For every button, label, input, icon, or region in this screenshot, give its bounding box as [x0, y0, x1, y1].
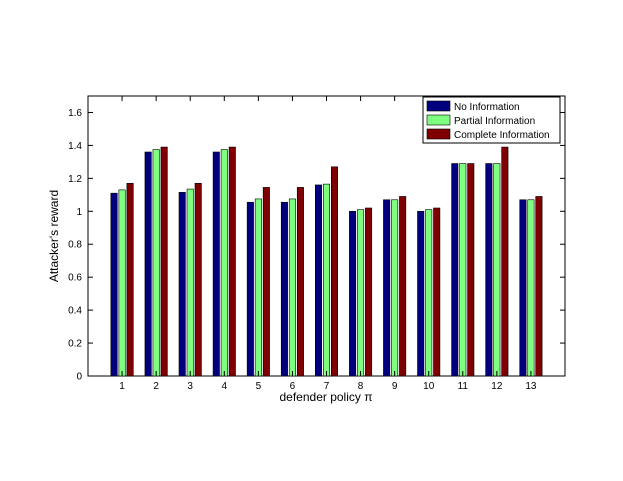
legend: No Information Partial Information Complet…	[422, 96, 561, 144]
bars-group	[110, 146, 543, 377]
x-tick-label: 8	[358, 381, 364, 392]
legend-label: Partial Information	[454, 116, 535, 127]
y-axis-title: Attacker's reward	[47, 190, 61, 282]
x-tick-label: 10	[423, 381, 435, 392]
x-tick-label: 3	[187, 381, 193, 392]
bar	[322, 183, 330, 377]
x-tick-label: 7	[324, 381, 330, 392]
y-tick-label: 0.2	[68, 339, 82, 350]
x-tick-label: 6	[290, 381, 296, 392]
y-tick-label: 0	[76, 372, 82, 383]
bar	[220, 149, 228, 377]
legend-swatch	[426, 114, 451, 126]
bar	[425, 209, 433, 377]
legend-swatch	[426, 100, 451, 112]
bar	[383, 199, 391, 377]
bar	[467, 163, 475, 377]
bar	[178, 192, 186, 377]
bar	[485, 163, 493, 377]
x-tick-label: 9	[392, 381, 398, 392]
x-tick-label: 5	[256, 381, 262, 392]
x-tick-label: 2	[153, 381, 159, 392]
legend-label: Complete Information	[454, 130, 550, 141]
bar	[296, 187, 304, 377]
bar	[144, 151, 152, 377]
y-tick-label: 1.6	[68, 108, 82, 119]
bar	[288, 198, 296, 377]
bar	[493, 163, 501, 377]
y-tick-label: 0.4	[68, 306, 82, 317]
legend-swatch	[426, 128, 451, 140]
bar	[365, 207, 373, 377]
bar	[262, 187, 270, 377]
bar	[433, 207, 441, 377]
bar	[357, 209, 365, 377]
bar	[280, 201, 288, 377]
bar	[228, 146, 236, 377]
y-tick-label: 1.2	[68, 174, 82, 185]
x-tick-label: 13	[525, 381, 537, 392]
bar	[152, 149, 160, 377]
bar	[254, 198, 262, 377]
bar	[459, 163, 467, 377]
y-tick-label: 1	[76, 207, 82, 218]
bar	[110, 192, 118, 377]
bar	[330, 166, 338, 377]
x-axis-title: defender policy π	[280, 390, 373, 404]
bar	[349, 210, 357, 377]
bar	[160, 146, 168, 377]
x-tick-label: 12	[491, 381, 503, 392]
x-tick-label: 11	[458, 381, 469, 392]
bar	[118, 189, 126, 377]
y-tick-label: 0.6	[68, 273, 82, 284]
x-tick-label: 4	[222, 381, 228, 392]
bar	[535, 196, 543, 377]
bar	[212, 151, 220, 377]
x-tick-label: 1	[119, 381, 125, 392]
bar	[519, 199, 527, 377]
bar	[399, 196, 407, 377]
bar	[194, 182, 202, 377]
bar	[501, 146, 509, 377]
bar	[417, 210, 425, 377]
bar	[391, 199, 399, 377]
bar	[451, 163, 459, 377]
y-tick-label: 1.4	[68, 141, 82, 152]
bar	[246, 201, 254, 377]
bar	[314, 184, 322, 377]
bar	[186, 188, 194, 377]
legend-label: No Information	[454, 102, 520, 113]
bar	[126, 182, 134, 377]
y-axis: 0 0.2 0.4 0.6 0.8 1 1.2 1.4 1.6	[68, 108, 565, 383]
bar	[527, 199, 535, 377]
y-tick-label: 0.8	[68, 240, 82, 251]
